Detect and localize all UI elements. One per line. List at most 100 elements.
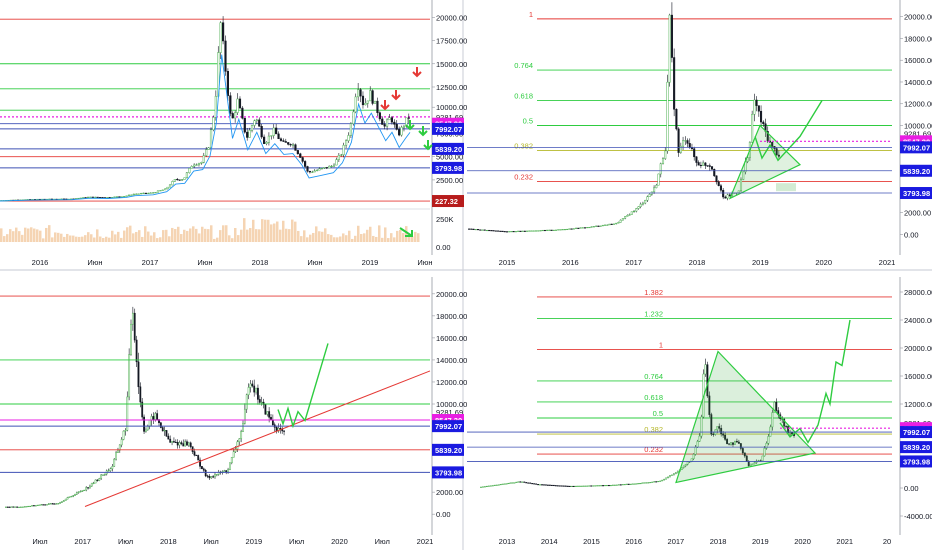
fib-ratio-label: 0.618	[644, 393, 663, 402]
volume-bar	[54, 232, 57, 242]
price-candle	[335, 159, 338, 166]
price-tag-label: 3793.98	[903, 189, 930, 198]
price-candle	[572, 485, 575, 488]
price-candle	[197, 163, 201, 166]
volume-bar	[141, 236, 144, 242]
price-candle	[96, 196, 99, 198]
price-candle	[145, 429, 147, 432]
volume-bar	[60, 233, 63, 242]
price-candle	[554, 485, 557, 487]
price-candle	[564, 485, 567, 487]
time-tick-label: 2018	[689, 258, 706, 267]
green-down-arrow	[405, 120, 415, 131]
time-tick-label: 2019	[752, 537, 769, 546]
volume-bar	[339, 236, 342, 242]
volume-bar	[33, 228, 36, 242]
price-candle	[238, 98, 242, 109]
volume-bar	[192, 226, 195, 242]
price-candle	[103, 473, 106, 476]
price-candle	[108, 197, 111, 199]
price-candle	[180, 442, 183, 444]
price-candle	[187, 442, 190, 446]
price-candle	[332, 164, 336, 167]
volume-bar	[363, 233, 366, 242]
price-candle	[366, 100, 369, 104]
price-candle	[710, 166, 714, 170]
price-candle	[51, 503, 54, 505]
price-candle	[361, 95, 365, 106]
price-candle	[349, 123, 353, 136]
price-candle	[763, 448, 766, 457]
time-tick-label: 2019	[246, 537, 263, 546]
volume-bar	[78, 236, 81, 242]
time-tick-label: 2017	[668, 537, 685, 546]
price-candle	[98, 197, 102, 199]
price-tag-box	[432, 122, 464, 135]
volume-bar	[372, 235, 375, 242]
volume-bar	[90, 234, 93, 242]
price-tick-label: 20000.00	[904, 13, 932, 22]
price-candle	[641, 202, 644, 205]
price-candle	[8, 506, 11, 508]
price-candle	[234, 112, 237, 119]
price-candle	[72, 495, 75, 497]
red-down-arrow	[391, 90, 401, 101]
price-candle	[582, 485, 585, 487]
price-candle	[369, 90, 372, 102]
price-axis: 20000.00 17500.00 15000.00 12500.00 10000.00…	[432, 13, 467, 185]
price-candle	[344, 140, 348, 146]
volume-bar	[30, 227, 33, 242]
volume-bar	[168, 236, 171, 242]
price-candle	[89, 485, 91, 489]
volume-tick-label: 250K	[436, 215, 454, 224]
price-candle	[608, 223, 611, 226]
price-candle	[628, 214, 631, 216]
fib-ratio-label: 1.232	[644, 310, 663, 319]
price-candle	[225, 470, 228, 473]
volume-bar	[75, 236, 78, 242]
chart-pane-bottom-left: 20000.00 18000.00 16000.00 14000.00 12000.00…	[0, 277, 467, 546]
price-candle	[667, 476, 669, 479]
price-candle	[277, 133, 280, 140]
price-candle	[526, 230, 529, 232]
price-candle	[698, 435, 701, 442]
price-candle	[669, 475, 671, 478]
price-candle	[55, 503, 58, 505]
price-candle	[646, 196, 649, 201]
volume-bar	[288, 229, 291, 242]
price-candle	[505, 483, 508, 485]
price-candle	[107, 470, 110, 472]
price-candle	[787, 426, 790, 434]
volume-bar	[120, 237, 123, 242]
price-tag-box	[432, 195, 464, 208]
price-candle	[497, 230, 500, 232]
volume-bar	[93, 237, 96, 242]
price-candle	[373, 100, 377, 104]
time-tick-label: Июн	[87, 258, 102, 267]
price-candle	[657, 480, 660, 483]
price-candle	[115, 452, 117, 460]
price-candle	[294, 144, 297, 151]
volume-bar	[219, 230, 222, 242]
time-tick-label: 2021	[836, 537, 853, 546]
chart-pane-top-left: 20000.00 17500.00 15000.00 12500.00 10000.00…	[0, 0, 467, 267]
price-tag-box	[900, 164, 932, 177]
price-candle	[630, 211, 633, 215]
price-candle	[515, 481, 518, 483]
volume-bar	[3, 236, 6, 242]
price-candle	[487, 485, 490, 487]
price-candle	[557, 229, 560, 231]
price-candle	[376, 100, 379, 113]
price-candle	[141, 401, 144, 418]
price-tick-label: 12000.00	[904, 100, 932, 109]
price-candle	[668, 14, 671, 83]
volume-bar	[87, 232, 90, 242]
price-candle	[686, 140, 689, 144]
price-candle	[47, 503, 50, 505]
price-candle	[479, 229, 482, 231]
price-candle	[550, 229, 553, 231]
price-candle	[61, 501, 63, 503]
volume-bar	[309, 234, 312, 242]
price-candle	[289, 144, 292, 146]
